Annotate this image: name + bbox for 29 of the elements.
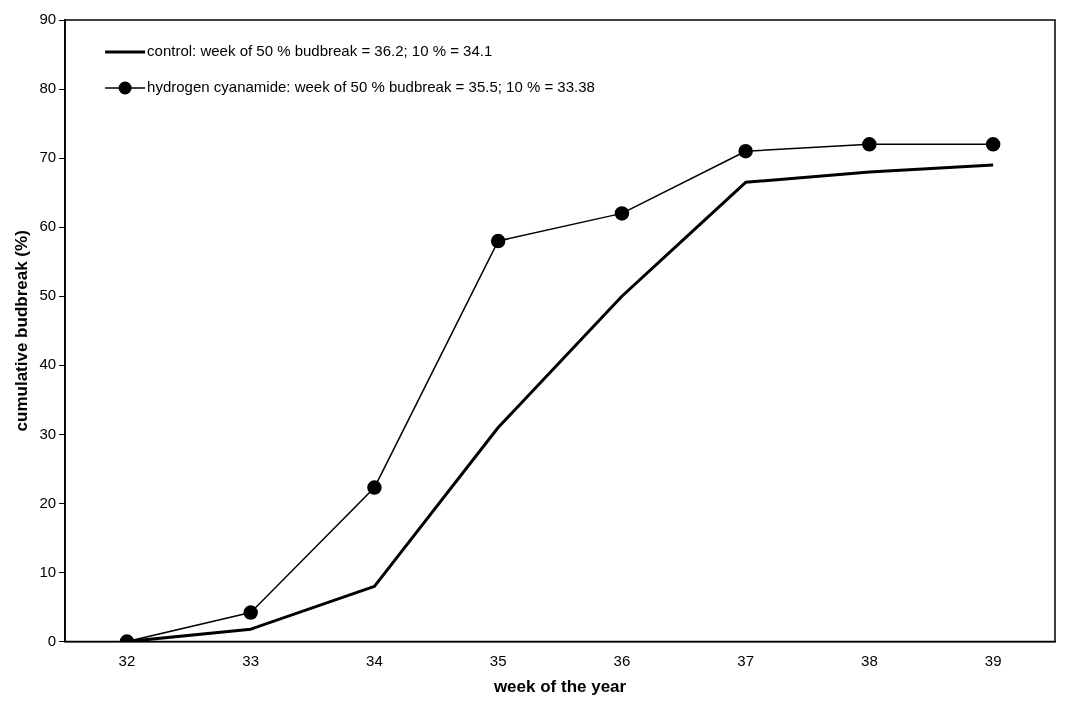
point [985, 137, 1001, 152]
y-tick-label: 60 [39, 217, 57, 235]
legend-label: control: week of 50 % budbreak = 36.2; 10 % = 34.1 [147, 42, 493, 60]
point [490, 233, 506, 249]
point [367, 480, 382, 495]
point [243, 605, 258, 620]
y-tick-label: 10 [39, 562, 57, 580]
x-tick-label: 38 [861, 651, 878, 669]
y-tick-label: 30 [39, 424, 57, 442]
y-tick-label: 70 [39, 148, 57, 166]
x-axis-title: week of the year [492, 677, 627, 697]
x-tick-label: 33 [242, 651, 260, 669]
y-tick-label: 50 [39, 286, 57, 304]
y-axis-title: cumulative budbreak (%) [11, 230, 31, 432]
x-tick-label: 36 [613, 651, 631, 669]
legend-label: hydrogen cyanamide: week of 50 % budbreak = 35.5; 10 % = 33.38 [147, 78, 595, 96]
x-tick-label: 32 [118, 651, 136, 669]
y-tick-label: 20 [39, 493, 57, 511]
x-tick-label: 35 [489, 651, 507, 669]
x-tick-label: 39 [984, 651, 1002, 669]
x-tick-label: 34 [366, 651, 383, 669]
x-tick-label: 37 [737, 651, 754, 669]
point [738, 143, 753, 159]
point [862, 137, 877, 152]
point [614, 206, 630, 221]
y-tick-label: 0 [47, 631, 57, 649]
y-tick-label: 40 [39, 355, 57, 373]
y-tick-label: 90 [39, 10, 57, 28]
y-tick-label: 80 [39, 79, 57, 97]
